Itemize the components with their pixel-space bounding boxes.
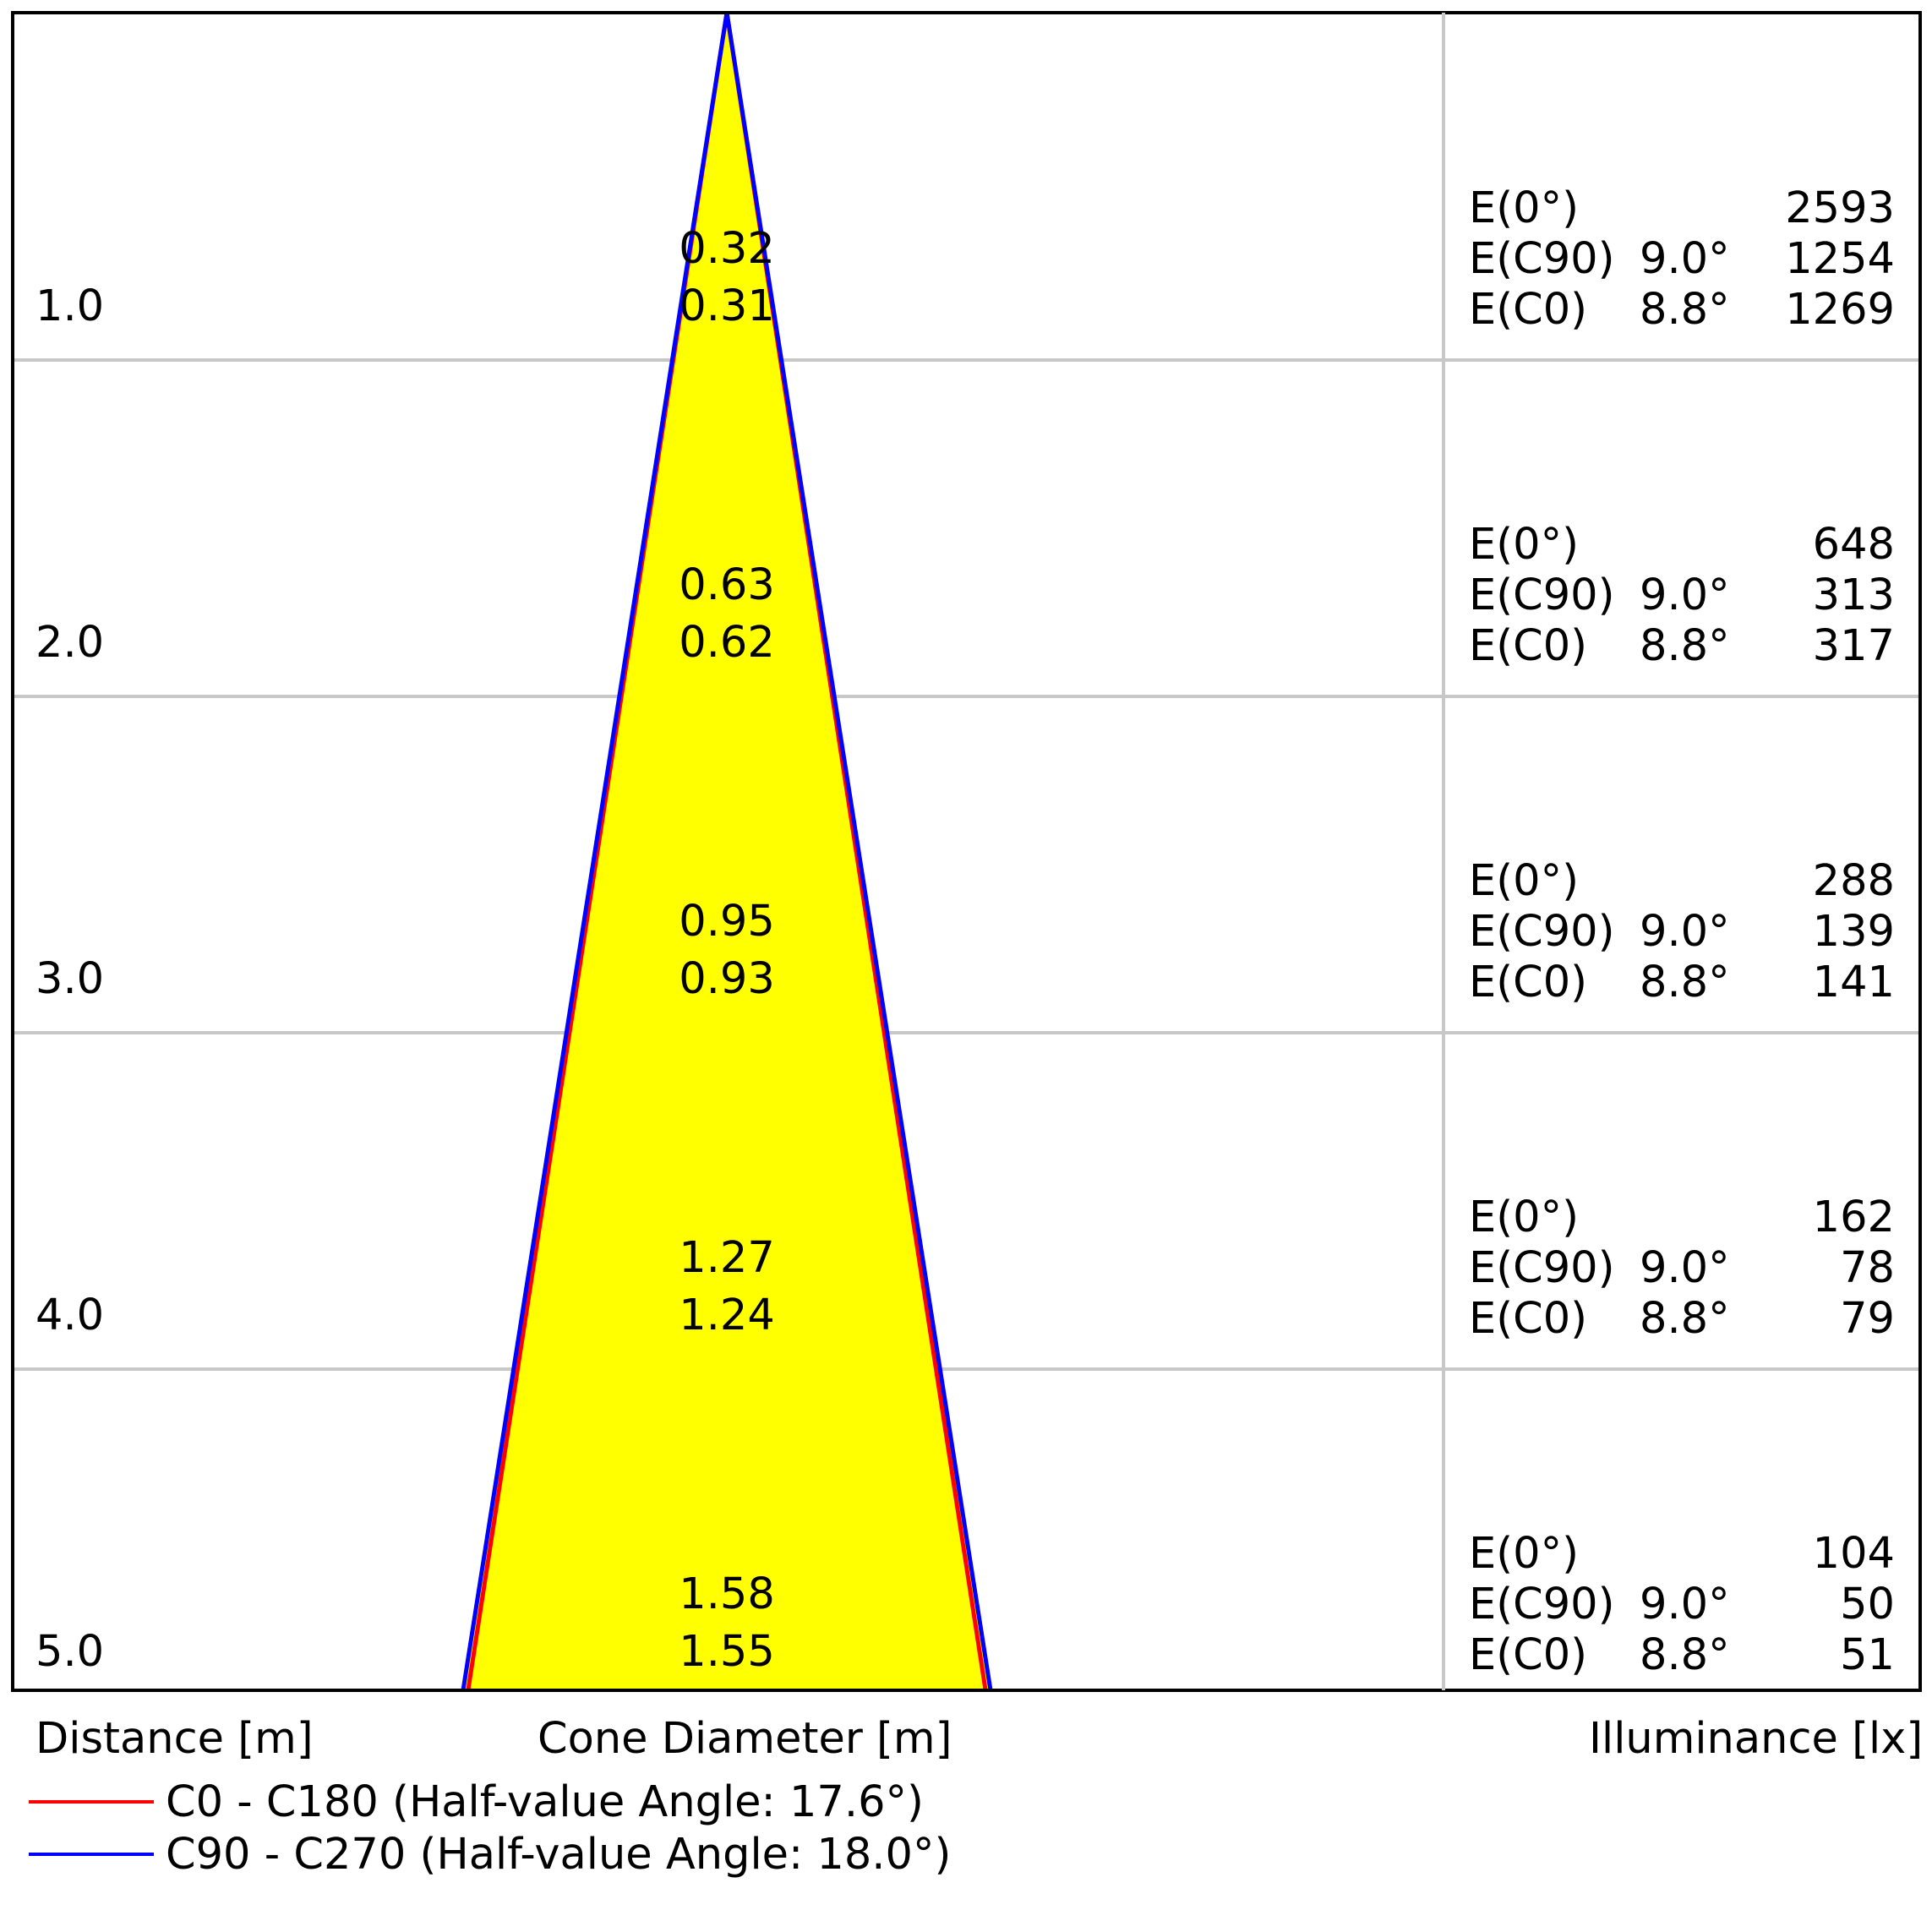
ec90-label: E(C90) [1469,1580,1615,1629]
ec0-value: 141 [1812,958,1895,1007]
e0-label: E(0°) [1469,1192,1579,1242]
ec90-label: E(C90) [1469,1243,1615,1293]
ec0-value: 79 [1840,1294,1895,1344]
ec90-angle: 9.0° [1640,1580,1730,1629]
distance-tick-label: 2.0 [35,618,105,668]
cone-diameter-c90-label: 0.63 [679,560,775,610]
ec0-angle: 8.8° [1640,958,1730,1007]
legend-label-c90: C90 - C270 (Half-value Angle: 18.0°) [166,1829,952,1880]
legend-item-c90: C90 - C270 (Half-value Angle: 18.0°) [29,1829,951,1880]
cone-diameter-c90-label: 0.32 [679,224,775,274]
distance-tick-label: 4.0 [35,1291,105,1340]
e0-label: E(0°) [1469,520,1579,570]
ec90-value: 313 [1812,570,1895,620]
ec90-label: E(C90) [1469,570,1615,620]
e0-value: 288 [1812,856,1895,906]
chart-frame [11,11,1922,1692]
ec0-angle: 8.8° [1640,1630,1730,1680]
legend-swatch-c90 [29,1853,154,1856]
ec90-label: E(C90) [1469,234,1615,284]
ec0-label: E(C0) [1469,1630,1588,1680]
e0-value: 162 [1812,1192,1895,1242]
e0-value: 104 [1812,1529,1895,1579]
distance-axis-label: Distance [m] [35,1714,314,1764]
legend-item-c0: C0 - C180 (Half-value Angle: 17.6°) [29,1776,924,1827]
ec90-value: 1254 [1785,234,1895,284]
cone-diameter-c0-label: 0.31 [679,281,775,331]
e0-value: 2593 [1785,183,1895,233]
e0-label: E(0°) [1469,856,1579,906]
ec0-angle: 8.8° [1640,285,1730,335]
cone-diameter-c90-label: 0.95 [679,897,775,947]
distance-tick-label: 3.0 [35,954,105,1004]
ec0-label: E(C0) [1469,958,1588,1007]
ec90-angle: 9.0° [1640,907,1730,957]
ec90-value: 78 [1840,1243,1895,1293]
ec90-label: E(C90) [1469,907,1615,957]
distance-tick-label: 5.0 [35,1627,105,1677]
ec0-label: E(C0) [1469,285,1588,335]
ec0-angle: 8.8° [1640,1294,1730,1344]
ec90-angle: 9.0° [1640,234,1730,284]
ec90-angle: 9.0° [1640,570,1730,620]
cone-fill [462,13,991,1690]
ec90-value: 139 [1812,907,1895,957]
ec0-label: E(C0) [1469,1294,1588,1344]
ec0-value: 51 [1840,1630,1895,1680]
e0-label: E(0°) [1469,1529,1579,1579]
ec0-angle: 8.8° [1640,621,1730,671]
distance-tick-label: 1.0 [35,281,105,331]
cone-diameter-c90-label: 1.27 [679,1233,775,1283]
e0-label: E(0°) [1469,183,1579,233]
ec0-value: 1269 [1785,285,1895,335]
legend-swatch-c0 [29,1800,154,1804]
ec90-angle: 9.0° [1640,1243,1730,1293]
cone-diameter-c0-label: 1.24 [679,1291,775,1340]
cone-diameter-c0-label: 0.93 [679,954,775,1004]
illuminance-axis-label: Illuminance [lx] [1589,1714,1924,1764]
cone-diameter-c0-label: 1.55 [679,1627,775,1677]
cone-diameter-axis-label: Cone Diameter [m] [538,1714,952,1764]
ec0-value: 317 [1812,621,1895,671]
legend-label-c0: C0 - C180 (Half-value Angle: 17.6°) [166,1776,924,1827]
cone-diameter-c0-label: 0.62 [679,618,775,668]
cone-diameter-c90-label: 1.58 [679,1569,775,1619]
e0-value: 648 [1812,520,1895,570]
ec0-label: E(C0) [1469,621,1588,671]
ec90-value: 50 [1840,1580,1895,1629]
